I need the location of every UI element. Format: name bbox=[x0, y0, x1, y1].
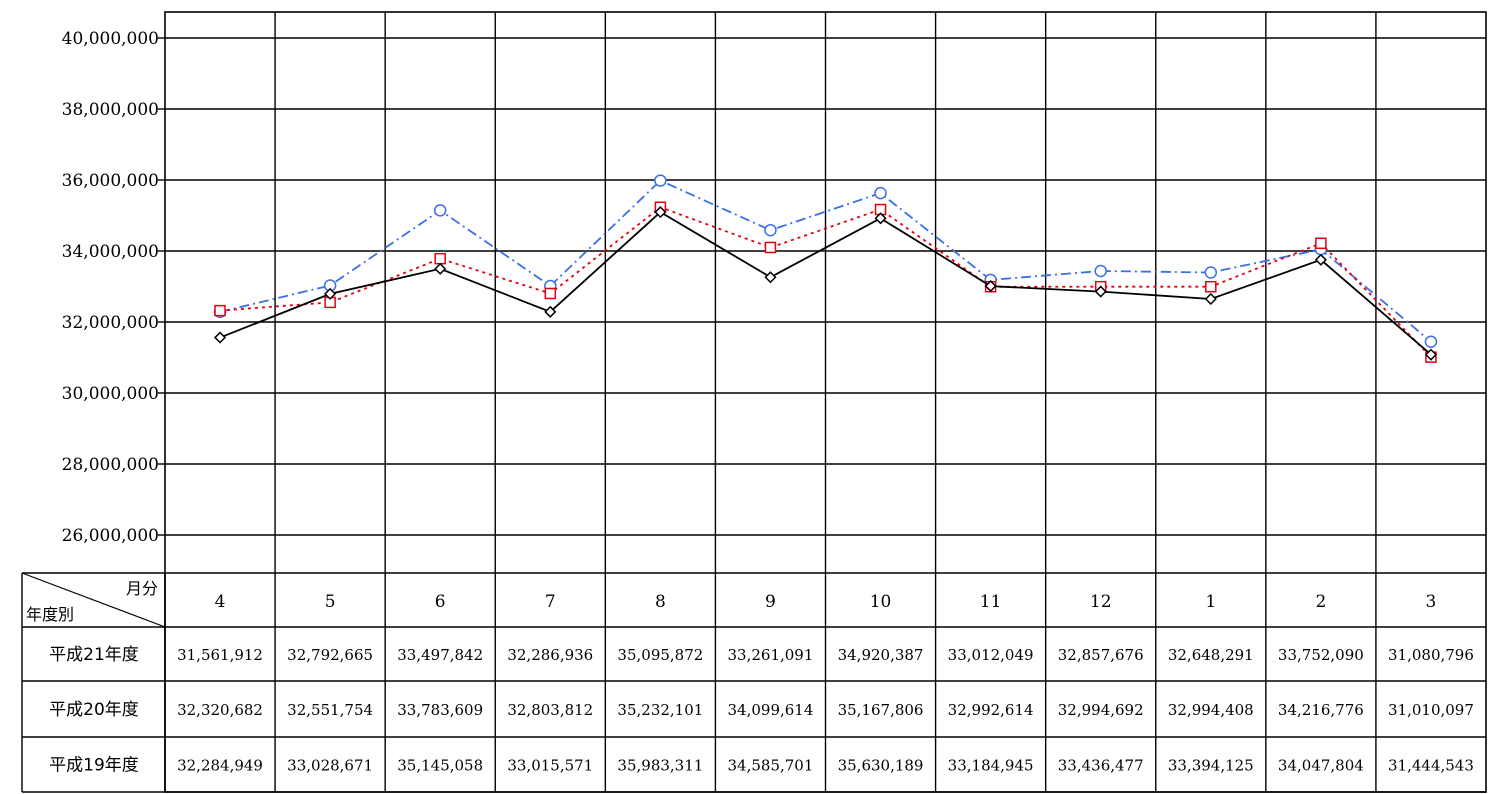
x-category-label: 12 bbox=[1090, 592, 1112, 612]
data-cell: 32,551,754 bbox=[287, 701, 373, 719]
data-cell: 32,857,676 bbox=[1058, 646, 1144, 664]
data-cell: 32,286,936 bbox=[507, 646, 593, 664]
data-point-circle bbox=[654, 174, 667, 187]
data-point-diamond bbox=[434, 262, 447, 275]
data-point-circle bbox=[433, 204, 447, 217]
data-point-circle bbox=[1094, 264, 1107, 278]
x-category-label: 6 bbox=[435, 592, 446, 612]
data-cell: 31,080,796 bbox=[1388, 646, 1474, 664]
y-tick-label: 28,000,000 bbox=[62, 455, 159, 475]
data-cell: 32,320,682 bbox=[177, 701, 263, 719]
data-cell: 35,983,311 bbox=[617, 757, 703, 775]
data-cell: 32,284,949 bbox=[177, 757, 263, 775]
data-point-diamond bbox=[1314, 253, 1327, 266]
series-line-square bbox=[219, 206, 1432, 358]
x-category-label: 2 bbox=[1315, 592, 1326, 612]
data-point-diamond bbox=[1094, 285, 1107, 298]
data-cell: 33,015,571 bbox=[507, 757, 593, 775]
series-row-label: 平成21年度 bbox=[49, 645, 139, 665]
data-cell: 32,792,665 bbox=[287, 646, 373, 664]
data-point-circle bbox=[874, 186, 887, 200]
y-tick-label: 34,000,000 bbox=[62, 242, 159, 262]
data-cell: 35,095,872 bbox=[617, 646, 703, 664]
corner-diagonal bbox=[21, 572, 166, 628]
data-cell: 33,436,477 bbox=[1058, 757, 1144, 775]
x-category-label: 7 bbox=[545, 592, 556, 612]
data-point-circle bbox=[1424, 335, 1438, 348]
x-category-label: 11 bbox=[980, 592, 1002, 612]
data-cell: 31,444,543 bbox=[1388, 757, 1474, 775]
series-row-label: 平成19年度 bbox=[49, 756, 139, 776]
grid-layer bbox=[158, 11, 1487, 793]
data-cell: 34,047,804 bbox=[1278, 757, 1364, 775]
data-point-square bbox=[764, 241, 777, 254]
series-line-circle bbox=[219, 179, 1432, 343]
data-cell: 32,803,812 bbox=[507, 701, 593, 719]
data-cell: 32,992,614 bbox=[948, 701, 1034, 719]
data-cell: 34,099,614 bbox=[728, 701, 814, 719]
data-point-square bbox=[1205, 280, 1217, 293]
data-cell: 33,394,125 bbox=[1168, 757, 1254, 775]
data-cell: 33,497,842 bbox=[397, 646, 483, 664]
data-cell: 35,145,058 bbox=[397, 757, 483, 775]
corner-label-year: 年度別 bbox=[26, 605, 74, 624]
y-tick-label: 38,000,000 bbox=[62, 100, 159, 120]
data-cell: 34,216,776 bbox=[1278, 701, 1364, 719]
data-cell: 33,012,049 bbox=[948, 646, 1034, 664]
data-cell: 31,561,912 bbox=[177, 646, 263, 664]
y-tick-label: 30,000,000 bbox=[62, 384, 159, 404]
x-category-label: 8 bbox=[655, 592, 666, 612]
data-cell: 32,994,408 bbox=[1168, 701, 1254, 719]
data-cell: 33,184,945 bbox=[948, 757, 1034, 775]
data-cell: 32,648,291 bbox=[1168, 646, 1254, 664]
data-cell: 32,994,692 bbox=[1058, 701, 1144, 719]
series-row-label: 平成20年度 bbox=[49, 700, 139, 720]
data-cell: 33,752,090 bbox=[1278, 646, 1364, 664]
data-cell: 33,783,609 bbox=[397, 701, 483, 719]
data-point-diamond bbox=[544, 305, 557, 318]
corner-label-month: 月分 bbox=[126, 579, 158, 598]
data-point-diamond bbox=[984, 280, 997, 293]
data-cell: 35,630,189 bbox=[838, 757, 924, 775]
x-category-label: 4 bbox=[215, 592, 226, 612]
x-category-label: 5 bbox=[325, 592, 336, 612]
x-category-label: 3 bbox=[1426, 592, 1437, 612]
data-point-square bbox=[434, 252, 446, 265]
data-point-circle bbox=[764, 223, 777, 237]
data-point-diamond bbox=[874, 212, 887, 225]
data-point-diamond bbox=[324, 287, 337, 300]
data-cell: 35,232,101 bbox=[617, 701, 703, 719]
data-point-square bbox=[214, 304, 226, 317]
y-tick-label: 36,000,000 bbox=[62, 171, 159, 191]
data-cell: 35,167,806 bbox=[838, 701, 924, 719]
data-table bbox=[21, 572, 1486, 793]
series-line-diamond bbox=[219, 210, 1432, 356]
data-cell: 34,920,387 bbox=[838, 646, 924, 664]
data-point-diamond bbox=[1204, 292, 1217, 306]
data-cell: 31,010,097 bbox=[1388, 701, 1474, 719]
data-cell: 33,261,091 bbox=[728, 646, 814, 664]
data-point-circle bbox=[1204, 266, 1218, 279]
y-tick-label: 32,000,000 bbox=[62, 313, 159, 333]
data-cell: 33,028,671 bbox=[287, 757, 373, 775]
data-point-diamond bbox=[213, 331, 227, 344]
data-cell: 34,585,701 bbox=[728, 757, 814, 775]
x-category-label: 10 bbox=[870, 592, 892, 612]
x-category-label: 1 bbox=[1205, 592, 1216, 612]
data-point-diamond bbox=[654, 206, 667, 219]
y-tick-label: 40,000,000 bbox=[62, 29, 159, 49]
data-point-square bbox=[1315, 237, 1327, 250]
data-point-square bbox=[544, 287, 557, 300]
data-point-diamond bbox=[764, 271, 777, 284]
x-category-label: 9 bbox=[765, 592, 776, 612]
text-layer: 26,000,000 28,000,000 30,000,000 32,000,000… bbox=[26, 29, 1474, 776]
y-tick-label: 26,000,000 bbox=[62, 526, 159, 546]
series-layer bbox=[213, 174, 1438, 363]
data-point-diamond bbox=[1424, 348, 1438, 361]
